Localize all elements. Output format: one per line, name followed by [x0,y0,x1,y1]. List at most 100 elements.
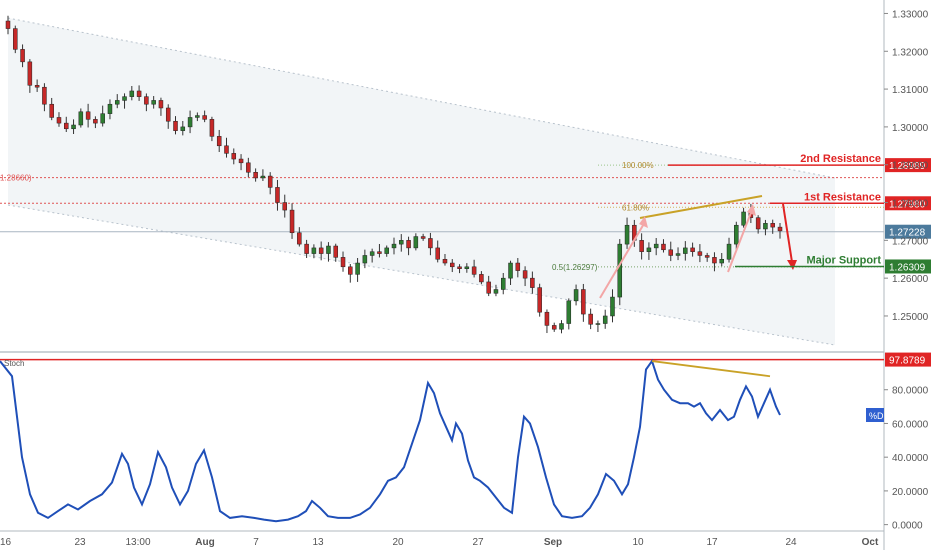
candle-body [289,209,295,234]
candle-body [522,270,528,279]
candle-body [362,255,368,264]
candle-body [493,289,499,294]
candle-body [464,266,470,269]
stoch-title: Stoch [4,359,24,368]
candle-body [566,300,572,324]
candle-body [297,232,302,245]
candle-body [333,245,338,258]
time-axis-label: 24 [785,537,797,548]
candle-body [340,257,346,268]
stoch-level-badge [885,352,931,367]
candle-body [27,61,33,86]
candle-body [71,124,76,130]
stoch-level-value: 97.8789 [889,356,926,367]
candle-body [537,287,542,313]
2nd-resistance-badge-value: 1.28989 [889,161,926,172]
fib-label: 0.5(1.26297) [552,263,598,272]
candle-body [195,115,200,118]
candle-body [13,28,18,50]
1st-resistance-label: 1st Resistance [804,191,881,203]
price-tick-label: 1.33000 [892,9,929,20]
candle-body [435,247,440,260]
candle-body [624,224,630,245]
candle-body [107,103,113,114]
candle-body [500,277,506,290]
impulse-arrow-1-head [639,216,648,228]
time-axis-label: 16 [0,537,12,548]
2nd-resistance-badge [885,158,931,173]
candle-body [755,217,761,230]
candle-body [377,251,382,254]
stoch-divergence-line [651,360,771,378]
stoch-tick-label: 60.0000 [892,419,929,430]
stoch-tick-label: 20.0000 [892,487,929,498]
time-axis-label: 13 [312,537,324,548]
candle-body [668,249,674,256]
candle-body [486,281,491,294]
stoch-tick-label: 0.0000 [892,521,923,532]
candle-body [56,117,62,124]
candle-body [653,243,659,249]
candle-body [450,262,455,268]
candle-body [114,100,120,105]
candle-body [544,311,550,326]
current-price-badge [885,224,931,239]
bearish-arrow [782,203,793,263]
candle-body [78,111,84,126]
candle-body [311,247,317,254]
candle-body [741,211,746,226]
candle-body [777,226,783,232]
price-tick-label: 1.29000 [892,161,929,172]
candle-body [559,323,564,330]
candle-body [34,85,40,88]
candle-body [275,187,280,203]
candle-body [202,115,207,120]
candle-body [151,100,156,105]
impulse-arrow-2-head [747,204,756,216]
2nd-resistance-label: 2nd Resistance [800,153,881,165]
price-tick-label: 1.30000 [892,123,929,134]
stoch-badge-label: %D [869,411,884,421]
stoch-badge [866,408,884,422]
channel-upper-line [7,17,836,179]
left-level-label: 1.28660) [0,174,32,183]
stoch-tick-label: 80.0000 [892,386,929,397]
candle-body [770,223,775,228]
bearish-arrow-head [787,260,797,270]
candle-body [442,258,448,264]
candle-body [158,100,164,109]
candle-body [697,251,703,256]
candle-body [719,258,724,264]
candle-body [224,145,229,154]
stoch-tick-label: 40.0000 [892,453,929,464]
candle-body [64,122,69,130]
candle-body [471,266,477,275]
candle-body [391,243,397,249]
major-support-label: Major Support [806,254,881,266]
candle-body [129,90,135,97]
candle-body [355,262,360,275]
candle-body [457,266,462,269]
candle-body [282,202,288,211]
candle-body [369,251,375,256]
candle-body [216,136,222,147]
candle-body [420,236,426,239]
candle-body [617,243,623,298]
time-axis-label: 10 [632,537,644,548]
candle-body [602,315,608,324]
candle-body [683,247,688,254]
candle-body [428,238,433,249]
candle-body [515,262,521,271]
stoch-percent-d-line [0,358,781,523]
major-support-badge [885,259,931,274]
candle-body [413,236,419,249]
candle-body [93,119,98,124]
candle-body [406,240,411,249]
candle-body [479,274,484,283]
price-tick-label: 1.28000 [892,199,929,210]
descending-channel [8,18,835,345]
candle-body [260,175,266,179]
price-tick-label: 1.25000 [892,312,929,323]
1st-resistance-badge [885,196,931,211]
